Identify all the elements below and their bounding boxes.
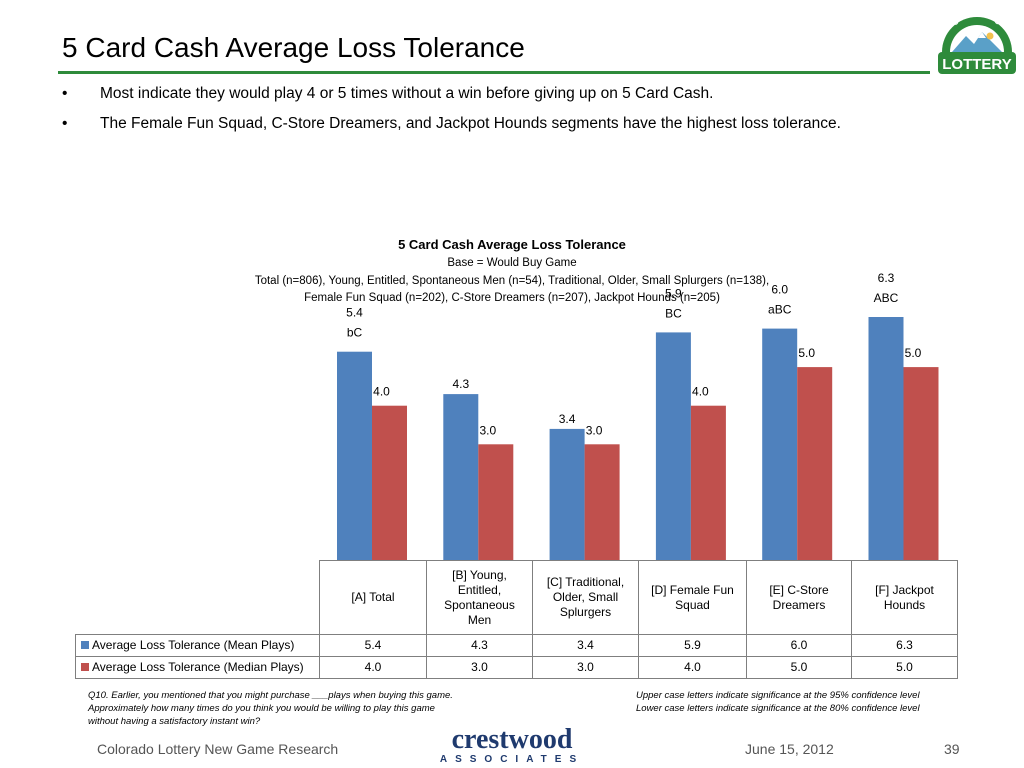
data-label-mean: 5.9	[665, 286, 682, 300]
significance-label: BC	[665, 306, 682, 320]
table-cell: 4.0	[638, 656, 747, 679]
title-divider	[58, 71, 930, 74]
table-cell: 5.4	[319, 634, 427, 657]
legend-swatch-mean	[81, 641, 89, 649]
crestwood-subtitle: ASSOCIATES	[440, 754, 584, 764]
logo-main-text: LOTTERY	[942, 56, 1011, 73]
table-cell: 5.0	[746, 656, 852, 679]
legend-median: Average Loss Tolerance (Median Plays)	[75, 656, 320, 679]
data-label-mean: 6.0	[771, 283, 788, 297]
table-row-median: Average Loss Tolerance (Median Plays) 4.…	[75, 656, 958, 679]
bar-mean	[868, 317, 904, 560]
category-header-b: [B] Young, Entitled, Spontaneous Men	[426, 560, 533, 635]
table-corner-cell	[75, 560, 320, 635]
bullet-item: The Female Fun Squad, C-Store Dreamers, …	[58, 114, 958, 134]
page-number: 39	[944, 741, 960, 757]
table-header-row: [A] Total [B] Young, Entitled, Spontaneous…	[75, 560, 958, 635]
data-label-median: 3.0	[479, 423, 496, 437]
data-label-mean: 3.4	[559, 412, 576, 426]
bar-mean	[337, 351, 372, 560]
table-cell: 3.4	[532, 634, 639, 657]
bar-mean	[655, 332, 691, 560]
table-cell: 4.0	[319, 656, 427, 679]
bullet-list: Most indicate they would play 4 or 5 tim…	[58, 84, 958, 144]
chart-subtitle-line: Female Fun Squad (n=202), C-Store Dreame…	[304, 292, 720, 304]
legend-swatch-median	[81, 663, 89, 671]
bar-mean	[762, 328, 798, 560]
table-row-mean: Average Loss Tolerance (Mean Plays) 5.4 …	[75, 634, 958, 657]
bar-median	[903, 367, 939, 560]
data-label-mean: 5.4	[346, 306, 363, 320]
category-header-f: [F] Jackpot Hounds	[851, 560, 958, 635]
bar-median	[690, 405, 726, 560]
significance-footnote: Upper case letters indicate significance…	[636, 690, 920, 714]
table-cell: 6.3	[851, 634, 958, 657]
question-footnote: Q10. Earlier, you mentioned that you mig…	[88, 690, 453, 727]
table-cell: 6.0	[746, 634, 852, 657]
significance-label: bC	[347, 326, 363, 340]
data-label-mean: 4.3	[452, 377, 469, 391]
legend-mean: Average Loss Tolerance (Mean Plays)	[75, 634, 320, 657]
table-cell: 3.0	[426, 656, 533, 679]
bar-median	[372, 405, 407, 560]
significance-label: ABC	[874, 291, 899, 305]
table-cell: 3.0	[532, 656, 639, 679]
crestwood-wordmark: crestwood	[452, 724, 573, 755]
bar-mean	[443, 394, 479, 560]
data-label-median: 5.0	[798, 346, 815, 360]
chart-data-table: [A] Total [B] Young, Entitled, Spontaneous…	[75, 560, 958, 679]
bar-median	[584, 444, 620, 560]
data-label-median: 3.0	[586, 423, 603, 437]
data-label-median: 4.0	[373, 385, 390, 399]
category-header-e: [E] C-Store Dreamers	[746, 560, 852, 635]
category-header-c: [C] Traditional, Older, Small Splurgers	[532, 560, 639, 635]
colorado-lottery-logo: COLORADO LOTTERY	[938, 12, 1016, 74]
crestwood-associates-logo: crestwood ASSOCIATES	[440, 724, 584, 764]
bar-mean	[549, 428, 585, 560]
significance-label: aBC	[768, 303, 792, 317]
chart-subtitle-line: Total (n=806), Young, Entitled, Spontane…	[254, 275, 770, 287]
data-label-median: 5.0	[905, 346, 922, 360]
bar-median	[797, 367, 833, 560]
bar-median	[478, 444, 514, 560]
footer-project-name: Colorado Lottery New Game Research	[97, 741, 339, 757]
chart-subtitle-line: Base = Would Buy Game	[447, 257, 577, 269]
data-label-median: 4.0	[692, 385, 709, 399]
category-header-a: [A] Total	[319, 560, 427, 635]
table-cell: 4.3	[426, 634, 533, 657]
slide-title: 5 Card Cash Average Loss Tolerance	[62, 32, 525, 63]
chart-title: 5 Card Cash Average Loss Tolerance	[398, 237, 626, 252]
category-header-d: [D] Female Fun Squad	[638, 560, 747, 635]
table-cell: 5.0	[851, 656, 958, 679]
bullet-item: Most indicate they would play 4 or 5 tim…	[58, 84, 958, 104]
data-label-mean: 6.3	[878, 271, 895, 285]
table-cell: 5.9	[638, 634, 747, 657]
footer-date: June 15, 2012	[745, 741, 834, 757]
